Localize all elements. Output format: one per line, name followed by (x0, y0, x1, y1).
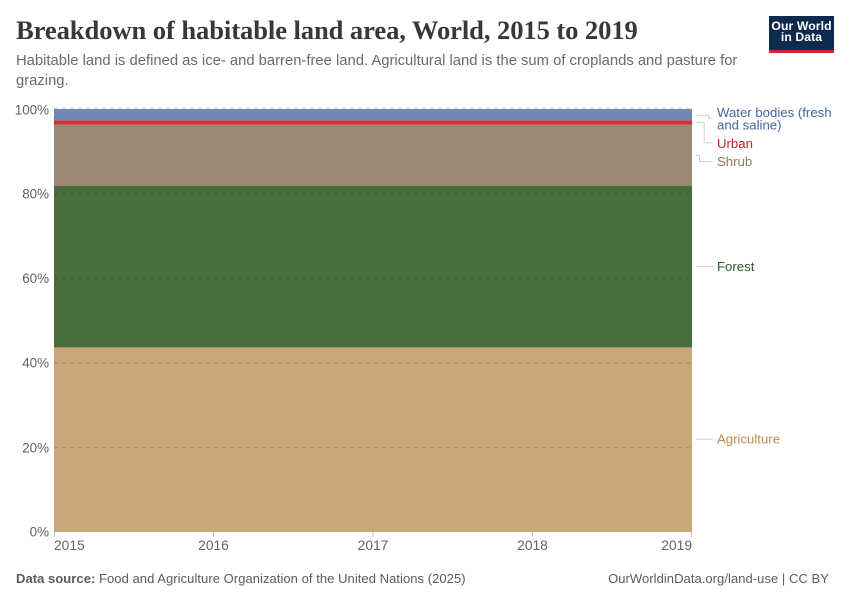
svg-text:2017: 2017 (358, 538, 389, 553)
svg-text:2019: 2019 (661, 538, 692, 553)
svg-text:80%: 80% (22, 187, 49, 202)
svg-text:Agriculture: Agriculture (717, 432, 780, 447)
svg-text:0%: 0% (30, 524, 49, 539)
svg-text:Water bodies (fresh: Water bodies (fresh (717, 105, 832, 120)
svg-text:20%: 20% (22, 440, 49, 455)
svg-text:Forest: Forest (717, 259, 755, 274)
svg-text:2018: 2018 (517, 538, 548, 553)
svg-text:2015: 2015 (54, 538, 85, 553)
svg-text:100%: 100% (15, 103, 49, 118)
svg-text:2016: 2016 (198, 538, 229, 553)
svg-text:40%: 40% (22, 356, 49, 371)
svg-text:60%: 60% (22, 271, 49, 286)
svg-text:Urban: Urban (717, 136, 753, 151)
svg-text:Shrub: Shrub (717, 154, 752, 169)
svg-text:and saline): and saline) (717, 117, 782, 132)
